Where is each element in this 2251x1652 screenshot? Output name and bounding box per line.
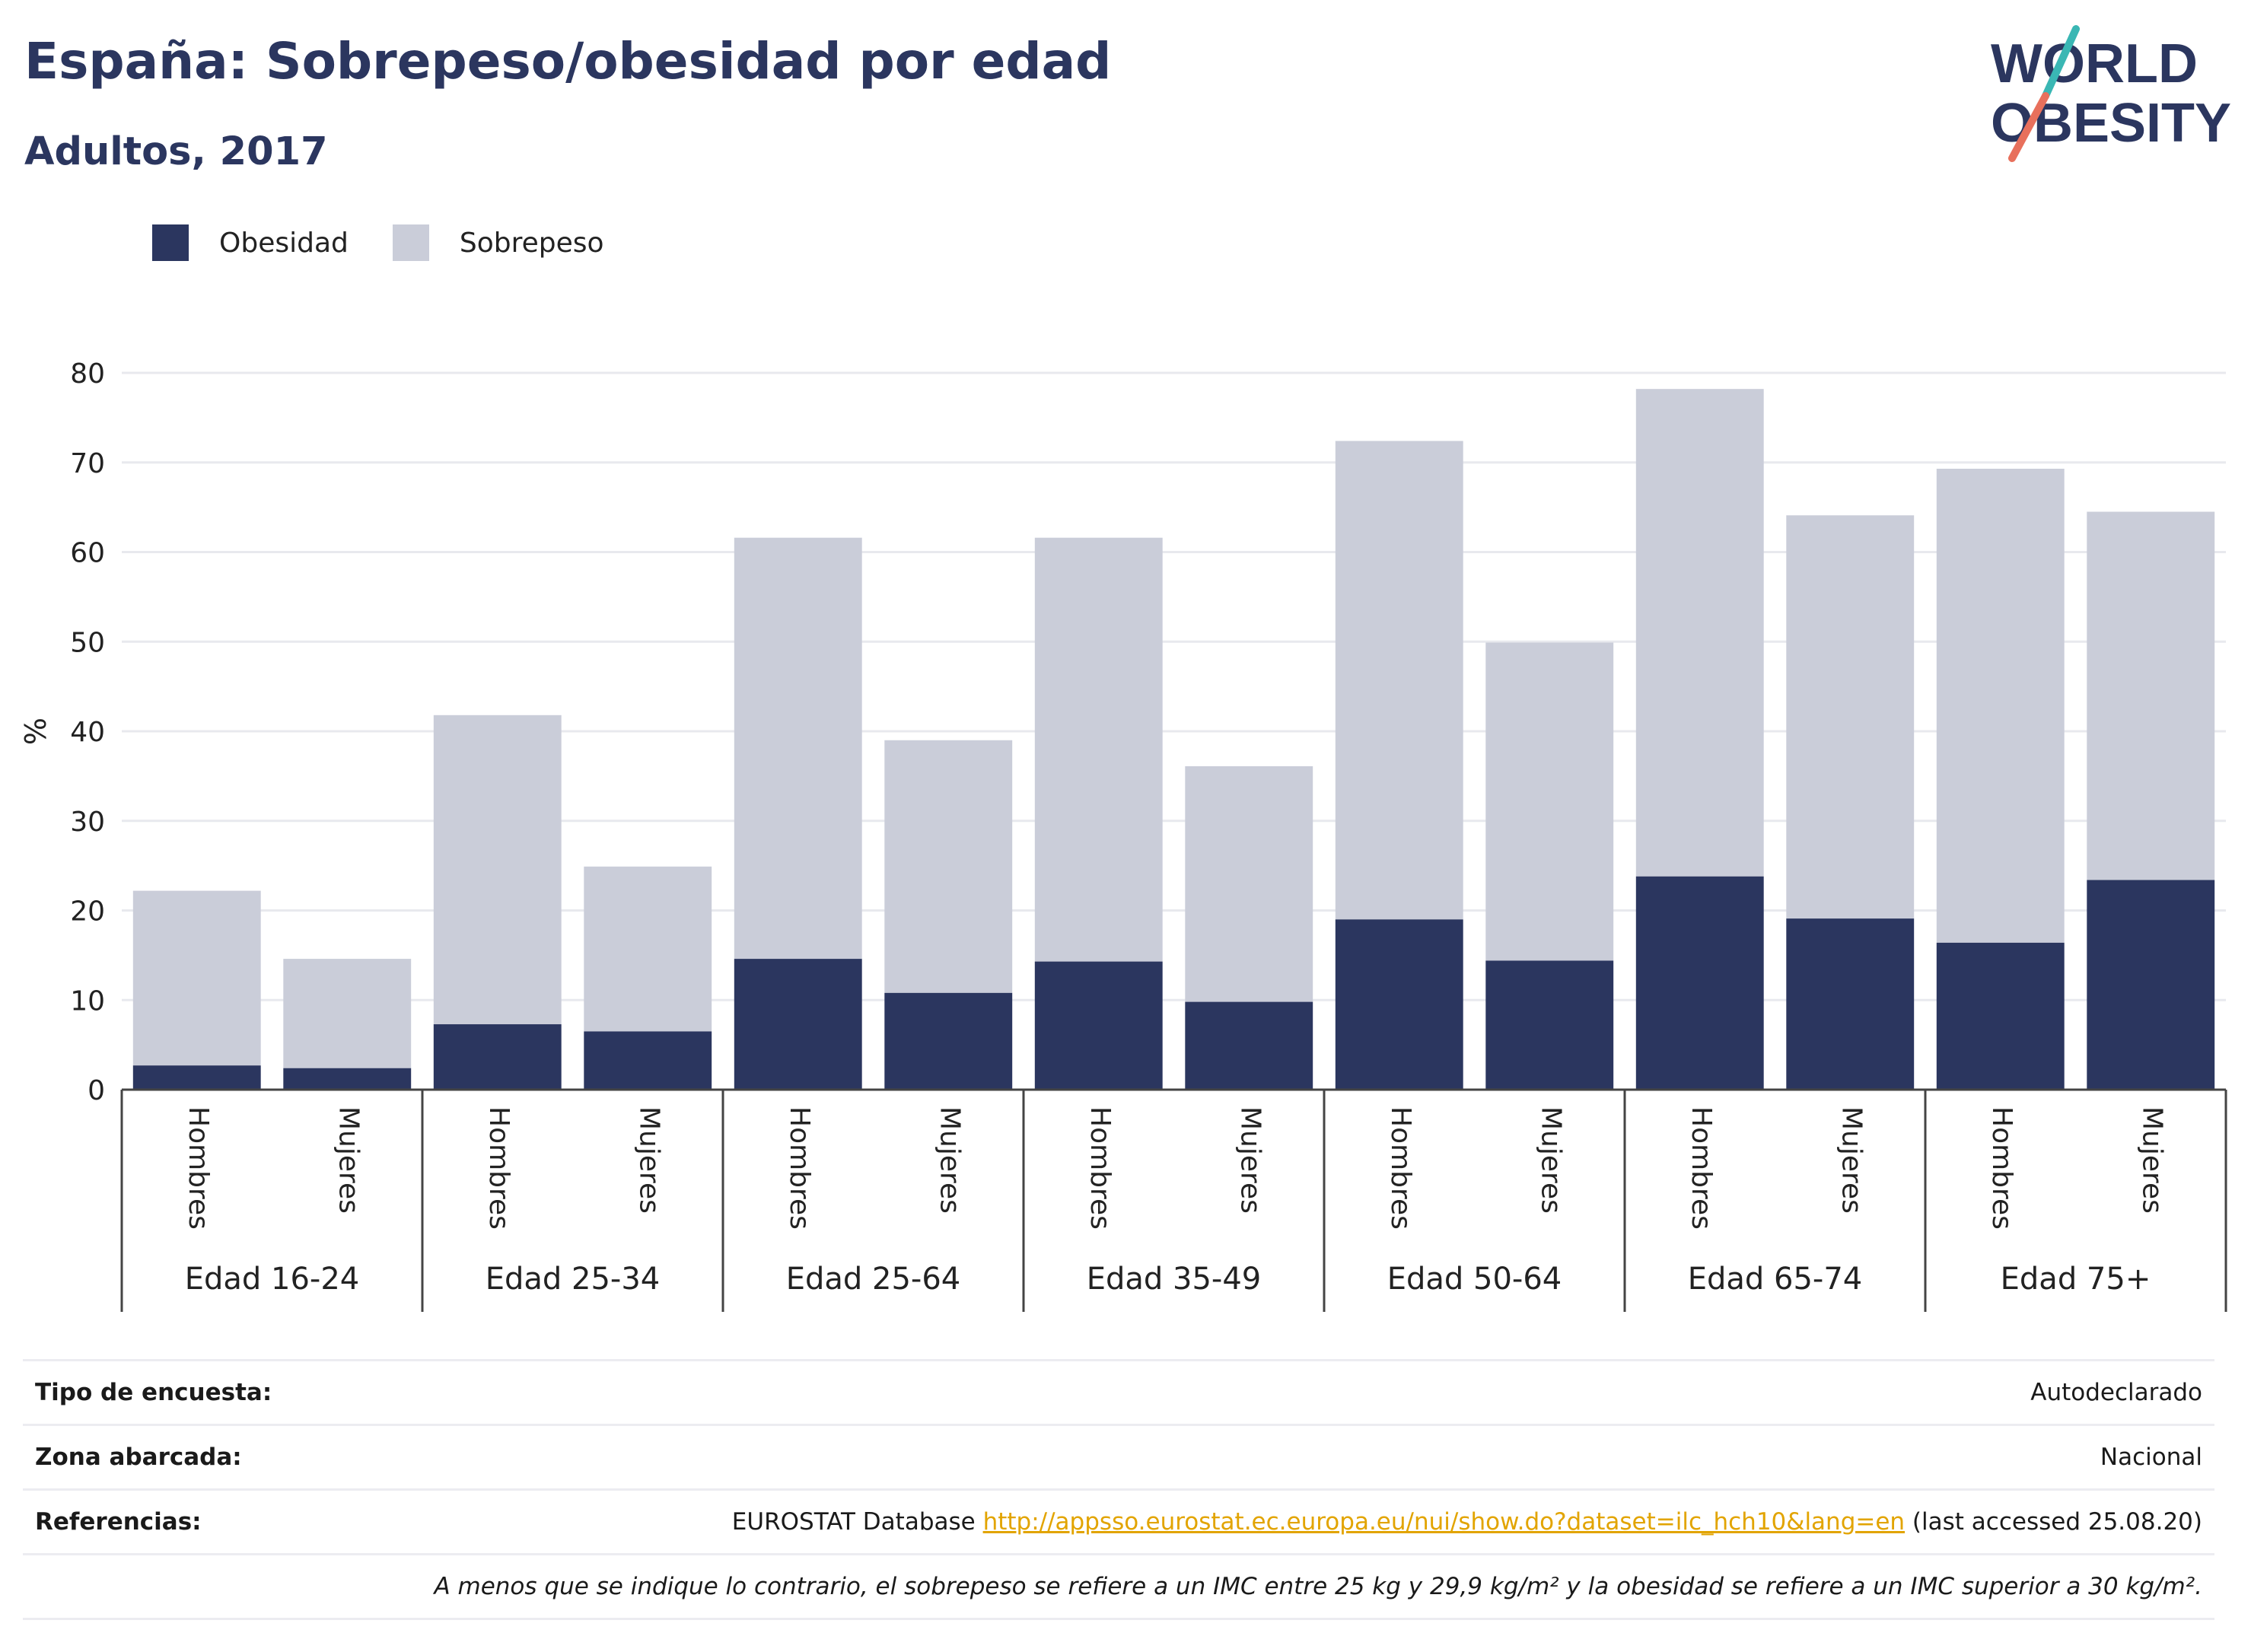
legend-swatch-sobrepeso xyxy=(392,224,429,261)
bar-obesidad xyxy=(584,1031,712,1090)
bar-sobrepeso xyxy=(1185,766,1313,1002)
y-tick-label: 70 xyxy=(70,448,105,479)
page-subtitle: Adultos, 2017 xyxy=(24,129,328,174)
bar-obesidad xyxy=(283,1068,412,1090)
y-tick-label: 60 xyxy=(70,538,105,569)
chart-legend: Obesidad Sobrepeso xyxy=(152,224,648,261)
y-tick-label: 0 xyxy=(88,1075,105,1106)
y-tick-label: 40 xyxy=(70,717,105,748)
bar-obesidad xyxy=(433,1024,562,1090)
x-group-label: Edad 75+ xyxy=(2001,1262,2151,1297)
x-group-label: Edad 25-64 xyxy=(786,1262,961,1297)
bar-obesidad xyxy=(1936,942,2065,1090)
x-sub-label: Mujeres xyxy=(333,1106,364,1214)
info-row-survey: Tipo de encuesta: Autodeclarado xyxy=(23,1359,2214,1424)
logo-slash-teal xyxy=(2042,25,2080,100)
bar-sobrepeso xyxy=(283,959,412,1068)
x-sub-label: Mujeres xyxy=(1836,1106,1867,1214)
y-tick-label: 20 xyxy=(70,896,105,928)
references-link[interactable]: http://appsso.eurostat.ec.europa.eu/nui/… xyxy=(982,1508,1906,1536)
bar-sobrepeso xyxy=(1635,389,1764,877)
bar-sobrepeso xyxy=(1786,515,1915,919)
bar-obesidad xyxy=(1185,1001,1313,1090)
bar-obesidad xyxy=(1635,876,1764,1090)
legend-label-obesidad: Obesidad xyxy=(219,227,349,259)
legend-item-obesidad[interactable]: Obesidad xyxy=(152,224,349,261)
bar-sobrepeso xyxy=(884,740,1013,993)
legend-label-sobrepeso: Sobrepeso xyxy=(459,227,604,259)
bar-sobrepeso xyxy=(584,866,712,1032)
references-label: Referencias: xyxy=(35,1508,202,1536)
references-suffix: (last accessed 25.08.20) xyxy=(1905,1508,2202,1536)
x-sub-label: Mujeres xyxy=(2136,1106,2167,1214)
x-sub-label: Mujeres xyxy=(633,1106,664,1214)
legend-swatch-obesidad xyxy=(152,224,189,261)
bar-sobrepeso xyxy=(734,537,862,960)
bar-sobrepeso xyxy=(1335,441,1463,920)
x-group-label: Edad 35-49 xyxy=(1087,1262,1262,1297)
y-tick-label: 80 xyxy=(70,358,105,390)
y-axis-label: % xyxy=(19,718,53,745)
y-tick-label: 50 xyxy=(70,627,105,658)
x-group-label: Edad 50-64 xyxy=(1387,1262,1562,1297)
bar-obesidad xyxy=(884,992,1013,1090)
bar-sobrepeso xyxy=(132,890,261,1066)
x-group-label: Edad 25-34 xyxy=(486,1262,661,1297)
references-prefix: EUROSTAT Database xyxy=(731,1508,983,1536)
x-group-label: Edad 16-24 xyxy=(185,1262,360,1297)
x-sub-label: Mujeres xyxy=(1535,1106,1566,1214)
x-sub-label: Hombres xyxy=(183,1106,214,1230)
x-sub-label: Mujeres xyxy=(934,1106,965,1214)
x-group-label: Edad 65-74 xyxy=(1688,1262,1863,1297)
references-value: EUROSTAT Database http://appsso.eurostat… xyxy=(732,1508,2202,1536)
bar-sobrepeso xyxy=(2087,511,2215,880)
survey-value: Autodeclarado xyxy=(2030,1379,2202,1406)
logo-slash-red xyxy=(2008,92,2049,162)
definition-note: A menos que se indique lo contrario, el … xyxy=(434,1573,2202,1600)
bar-sobrepeso xyxy=(1034,537,1163,962)
bar-obesidad xyxy=(1034,961,1163,1090)
y-tick-label: 30 xyxy=(70,807,105,838)
x-sub-label: Hombres xyxy=(1385,1106,1416,1230)
info-row-area: Zona abarcada: Nacional xyxy=(23,1424,2214,1488)
logo-line1: WORLD xyxy=(1991,33,2198,94)
page-title: España: Sobrepeso/obesidad por edad xyxy=(24,32,1112,91)
bar-obesidad xyxy=(1485,960,1614,1090)
legend-item-sobrepeso[interactable]: Sobrepeso xyxy=(392,224,604,261)
world-obesity-logo: WORLD OBESITY xyxy=(1991,25,2231,162)
x-sub-label: Mujeres xyxy=(1234,1106,1266,1214)
x-sub-label: Hombres xyxy=(1986,1106,2017,1230)
x-sub-label: Hombres xyxy=(784,1106,815,1230)
area-value: Nacional xyxy=(2100,1444,2202,1471)
x-sub-label: Hombres xyxy=(1686,1106,1717,1230)
y-tick-label: 10 xyxy=(70,985,105,1017)
bar-sobrepeso xyxy=(433,715,562,1025)
bar-sobrepeso xyxy=(1485,642,1614,961)
bar-obesidad xyxy=(1335,919,1463,1090)
area-label: Zona abarcada: xyxy=(35,1444,242,1471)
x-sub-label: Hombres xyxy=(483,1106,514,1230)
x-sub-label: Hombres xyxy=(1084,1106,1116,1230)
info-row-references: Referencias: EUROSTAT Database http://ap… xyxy=(23,1488,2214,1553)
info-row-note: A menos que se indique lo contrario, el … xyxy=(23,1553,2214,1620)
bar-obesidad xyxy=(132,1065,261,1090)
info-table: Tipo de encuesta: Autodeclarado Zona aba… xyxy=(23,1359,2214,1620)
survey-label: Tipo de encuesta: xyxy=(35,1379,272,1406)
bar-sobrepeso xyxy=(1936,468,2065,943)
bar-obesidad xyxy=(1786,918,1915,1090)
bar-obesidad xyxy=(2087,880,2215,1090)
bar-obesidad xyxy=(734,959,862,1090)
stacked-bar-chart: 0 10 20 30 40 50 60 70 80% Hombres Mujeres Hombres M… xyxy=(19,358,2227,1312)
